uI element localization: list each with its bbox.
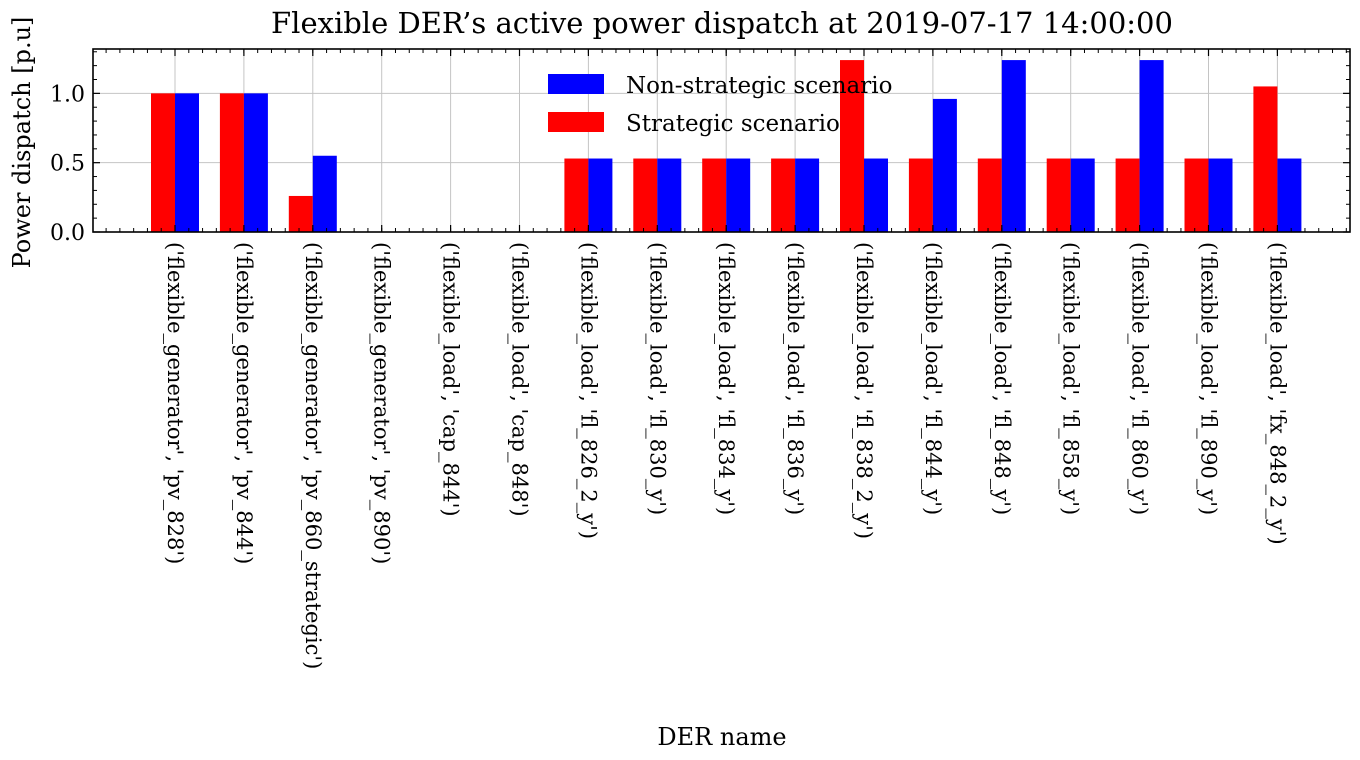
bar — [243, 93, 268, 232]
bar — [588, 158, 613, 232]
bar — [1184, 158, 1209, 232]
bar — [288, 195, 313, 232]
bar — [1046, 158, 1071, 232]
x-category-label: ('flexible_load', 'fl_858_y') — [1059, 242, 1083, 515]
y-tick-label: 0.5 — [50, 152, 85, 177]
bar — [633, 158, 658, 232]
x-category-label: ('flexible_load', 'cap_848') — [508, 242, 532, 517]
bar — [175, 93, 199, 232]
x-category-label: ('flexible_generator', 'pv_860_strategic… — [301, 242, 325, 669]
axis-ticks — [93, 49, 1350, 233]
bar — [1001, 60, 1026, 232]
bar — [932, 98, 957, 232]
legend-label: Strategic scenario — [626, 111, 840, 137]
x-category-label: ('flexible_generator', 'pv_890') — [370, 242, 394, 564]
x-axis-label: DER name — [657, 723, 786, 751]
chart-title: Flexible DER’s active power dispatch at … — [271, 6, 1173, 40]
x-category-label: ('flexible_generator', 'pv_844') — [232, 242, 256, 564]
bar — [219, 93, 244, 232]
bar — [312, 155, 337, 232]
bar — [726, 158, 751, 232]
x-category-label: ('flexible_generator', 'pv_828') — [163, 242, 187, 564]
x-category-label: ('flexible_load', 'fl_834_y') — [714, 242, 738, 515]
bar — [1070, 158, 1095, 232]
bar — [840, 60, 864, 232]
bar — [977, 158, 1002, 232]
bar — [1139, 60, 1164, 232]
bar — [795, 158, 820, 232]
x-category-label: ('flexible_load', 'fl_830_y') — [645, 242, 669, 515]
bar — [1253, 86, 1278, 232]
bar-series — [151, 60, 1302, 232]
x-category-label: ('flexible_load', 'fl_890_y') — [1197, 242, 1221, 515]
bar — [564, 158, 589, 232]
x-category-label: ('flexible_load', 'fl_860_y') — [1128, 242, 1152, 515]
bar — [1208, 158, 1233, 232]
x-category-label: ('flexible_load', 'fx_848_2_y') — [1265, 242, 1289, 545]
bar — [908, 158, 933, 232]
series-strategic — [151, 60, 1278, 232]
x-category-label: ('flexible_load', 'fl_836_y') — [783, 242, 807, 515]
y-tick-label: 1.0 — [50, 82, 85, 107]
x-category-label: ('flexible_load', 'fl_844_y') — [921, 242, 945, 515]
legend-swatch — [548, 112, 604, 132]
x-category-labels: ('flexible_generator', 'pv_828') ('flexib… — [163, 242, 1289, 669]
legend-label: Non-strategic scenario — [626, 73, 892, 99]
bar — [702, 158, 727, 232]
x-category-label: ('flexible_load', 'fl_838_2_y') — [852, 242, 876, 539]
bar — [1277, 158, 1302, 232]
plot-frame — [92, 48, 1351, 233]
legend-swatch — [548, 74, 604, 94]
x-category-label: ('flexible_load', 'fl_826_2_y') — [576, 242, 600, 539]
series-non-strategic — [175, 60, 1302, 232]
bar — [151, 93, 175, 232]
legend: Non-strategic scenario Strategic scenario — [548, 73, 892, 137]
bar — [771, 158, 796, 232]
y-tick-labels: 0.0 0.5 1.0 — [50, 82, 85, 246]
x-category-label: ('flexible_load', 'cap_844') — [439, 242, 463, 517]
y-axis-label: Power dispatch [p.u] — [8, 17, 36, 269]
y-tick-label: 0.0 — [50, 221, 85, 246]
x-category-label: ('flexible_load', 'fl_848_y') — [990, 242, 1014, 515]
bar — [864, 158, 888, 232]
bar — [1115, 158, 1140, 232]
bar — [657, 158, 682, 232]
